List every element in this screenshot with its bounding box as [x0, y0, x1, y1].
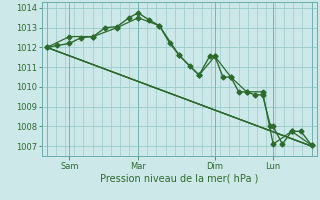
X-axis label: Pression niveau de la mer( hPa ): Pression niveau de la mer( hPa ) — [100, 173, 258, 183]
